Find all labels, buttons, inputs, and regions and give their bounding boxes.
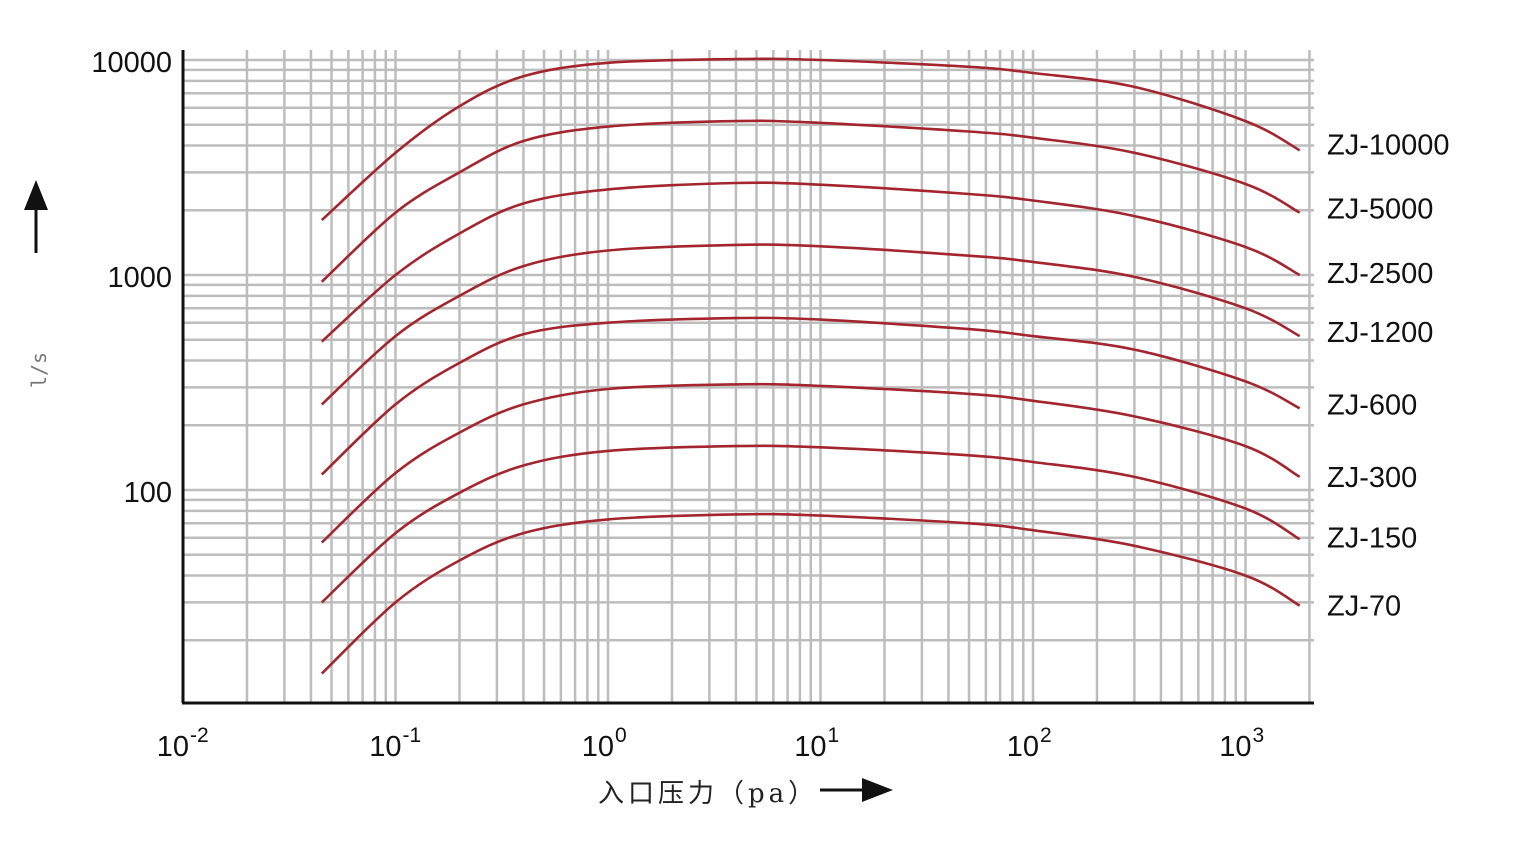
y-tick-labels: 10000 1000 100 [91, 47, 172, 509]
x-tick-exponent: 1 [828, 724, 840, 747]
y-tick-label: 100 [124, 477, 172, 509]
axes [181, 50, 1314, 705]
grid-lines [183, 50, 1314, 703]
x-tick-exponent: 2 [1040, 724, 1052, 747]
y-tick-label: 10000 [91, 47, 172, 79]
y-axis-arrow-icon [24, 180, 48, 253]
series-label: ZJ-150 [1327, 522, 1417, 554]
x-tick-label: 10 3 [1219, 724, 1264, 763]
series-label: ZJ-1200 [1327, 317, 1433, 349]
x-tick-base: 10 [794, 731, 826, 763]
series-line-zj-70 [320, 512, 1301, 675]
series-line-zj-150 [320, 444, 1301, 604]
x-tick-exponent: -1 [403, 724, 422, 747]
x-axis-arrow-icon [820, 778, 893, 802]
x-tick-base: 10 [369, 731, 401, 763]
series-line-zj-2500 [320, 181, 1301, 343]
series-label: ZJ-10000 [1327, 129, 1450, 161]
series-label: ZJ-300 [1327, 462, 1417, 494]
series-line-zj-10000 [320, 57, 1301, 222]
series-line-zj-300 [320, 382, 1301, 544]
x-tick-label: 10 1 [794, 724, 839, 763]
y-tick-label: 1000 [107, 262, 172, 294]
x-tick-labels: 10 -2 10 -1 10 0 10 1 10 2 10 3 [157, 724, 1264, 763]
x-tick-exponent: 0 [615, 724, 627, 747]
series-line-zj-600 [320, 316, 1301, 476]
x-tick-label: 10 0 [582, 724, 627, 763]
x-tick-base: 10 [1219, 731, 1251, 763]
x-tick-exponent: -2 [190, 724, 209, 747]
series-label: ZJ-2500 [1327, 258, 1433, 290]
x-axis-label: 入口压力（pa） [598, 779, 818, 809]
series-label: ZJ-70 [1327, 591, 1401, 623]
series-lines [320, 57, 1301, 675]
x-tick-label: 10 2 [1007, 724, 1052, 763]
x-tick-base: 10 [1007, 731, 1039, 763]
x-tick-exponent: 3 [1253, 724, 1265, 747]
x-tick-base: 10 [582, 731, 614, 763]
series-labels: ZJ-10000 ZJ-5000 ZJ-2500 ZJ-1200 ZJ-600 ZJ-30… [1327, 129, 1450, 622]
x-tick-base: 10 [157, 731, 189, 763]
series-label: ZJ-5000 [1327, 194, 1433, 226]
series-line-zj-5000 [320, 119, 1301, 283]
x-tick-label: 10 -1 [369, 724, 421, 763]
series-line-zj-1200 [320, 243, 1301, 406]
x-tick-label: 10 -2 [157, 724, 209, 763]
series-label: ZJ-600 [1327, 389, 1417, 421]
y-axis-label: l/s [27, 352, 51, 388]
